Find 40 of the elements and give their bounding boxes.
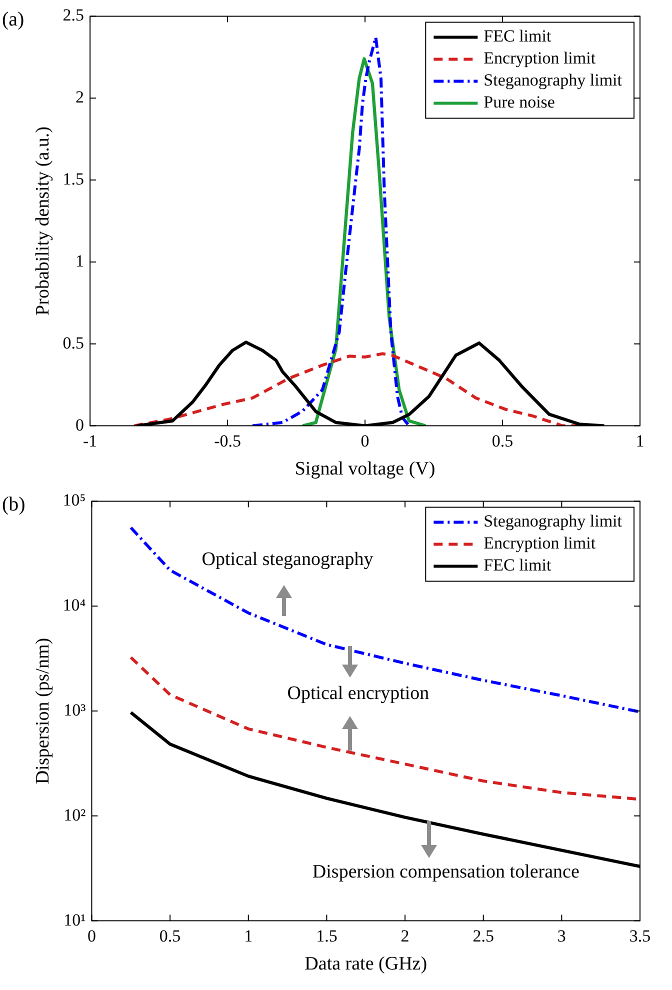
x-tick-label: 0.5 (492, 431, 514, 450)
y-tick-label: 10³ (64, 700, 86, 720)
legend-label: Encryption limit (484, 534, 596, 553)
x-tick-label: -1 (82, 431, 98, 450)
text: (b) (2, 493, 26, 516)
y-tick-label: 10¹ (64, 910, 86, 930)
legend-label: Pure noise (484, 92, 555, 112)
y-tick-label: 2 (76, 88, 84, 107)
x-tick-label: 3.5 (629, 926, 651, 946)
annotation: Optical steganography (202, 548, 374, 570)
x-tick-label: 2.5 (472, 926, 494, 946)
y-tick-label: 1.5 (62, 170, 84, 189)
legend-label: Steganography limit (484, 512, 622, 531)
legend-label: Encryption limit (484, 48, 596, 68)
x-tick-label: 0.5 (159, 926, 181, 946)
y-tick-label: 0.5 (62, 333, 84, 352)
x-tick-label: 0 (360, 431, 370, 450)
y-tick-label: 10⁵ (62, 490, 86, 510)
x-tick-label: 2 (400, 926, 410, 946)
y-tick-label: 1 (76, 251, 84, 270)
y-tick-label: 10⁴ (62, 596, 86, 615)
x-tick-label: 1.5 (316, 926, 338, 946)
legend-label: FEC limit (484, 556, 552, 575)
x-axis-title: Signal voltage (V) (294, 458, 436, 480)
x-tick-label: 1 (636, 431, 644, 450)
y-tick-label: 0 (76, 415, 84, 434)
y-axis-title: Dispersion (ps/nm) (32, 638, 54, 784)
legend-label: Steganography limit (484, 70, 622, 90)
x-axis-title: Data rate (GHz) (304, 954, 428, 975)
line-series (251, 36, 411, 426)
y-axis-title: Probability density (a.u.) (32, 126, 54, 316)
x-tick-label: 1 (244, 926, 253, 946)
annotation: Dispersion compensation tolerance (312, 862, 580, 883)
legend-label: FEC limit (484, 26, 552, 46)
text: (a) (2, 8, 24, 30)
annotation: Optical encryption (287, 683, 430, 704)
x-tick-label: 3 (557, 926, 566, 946)
y-tick-label: 2.5 (62, 6, 84, 25)
x-tick-label: -0.5 (214, 431, 241, 450)
y-tick-label: 10² (64, 805, 86, 824)
